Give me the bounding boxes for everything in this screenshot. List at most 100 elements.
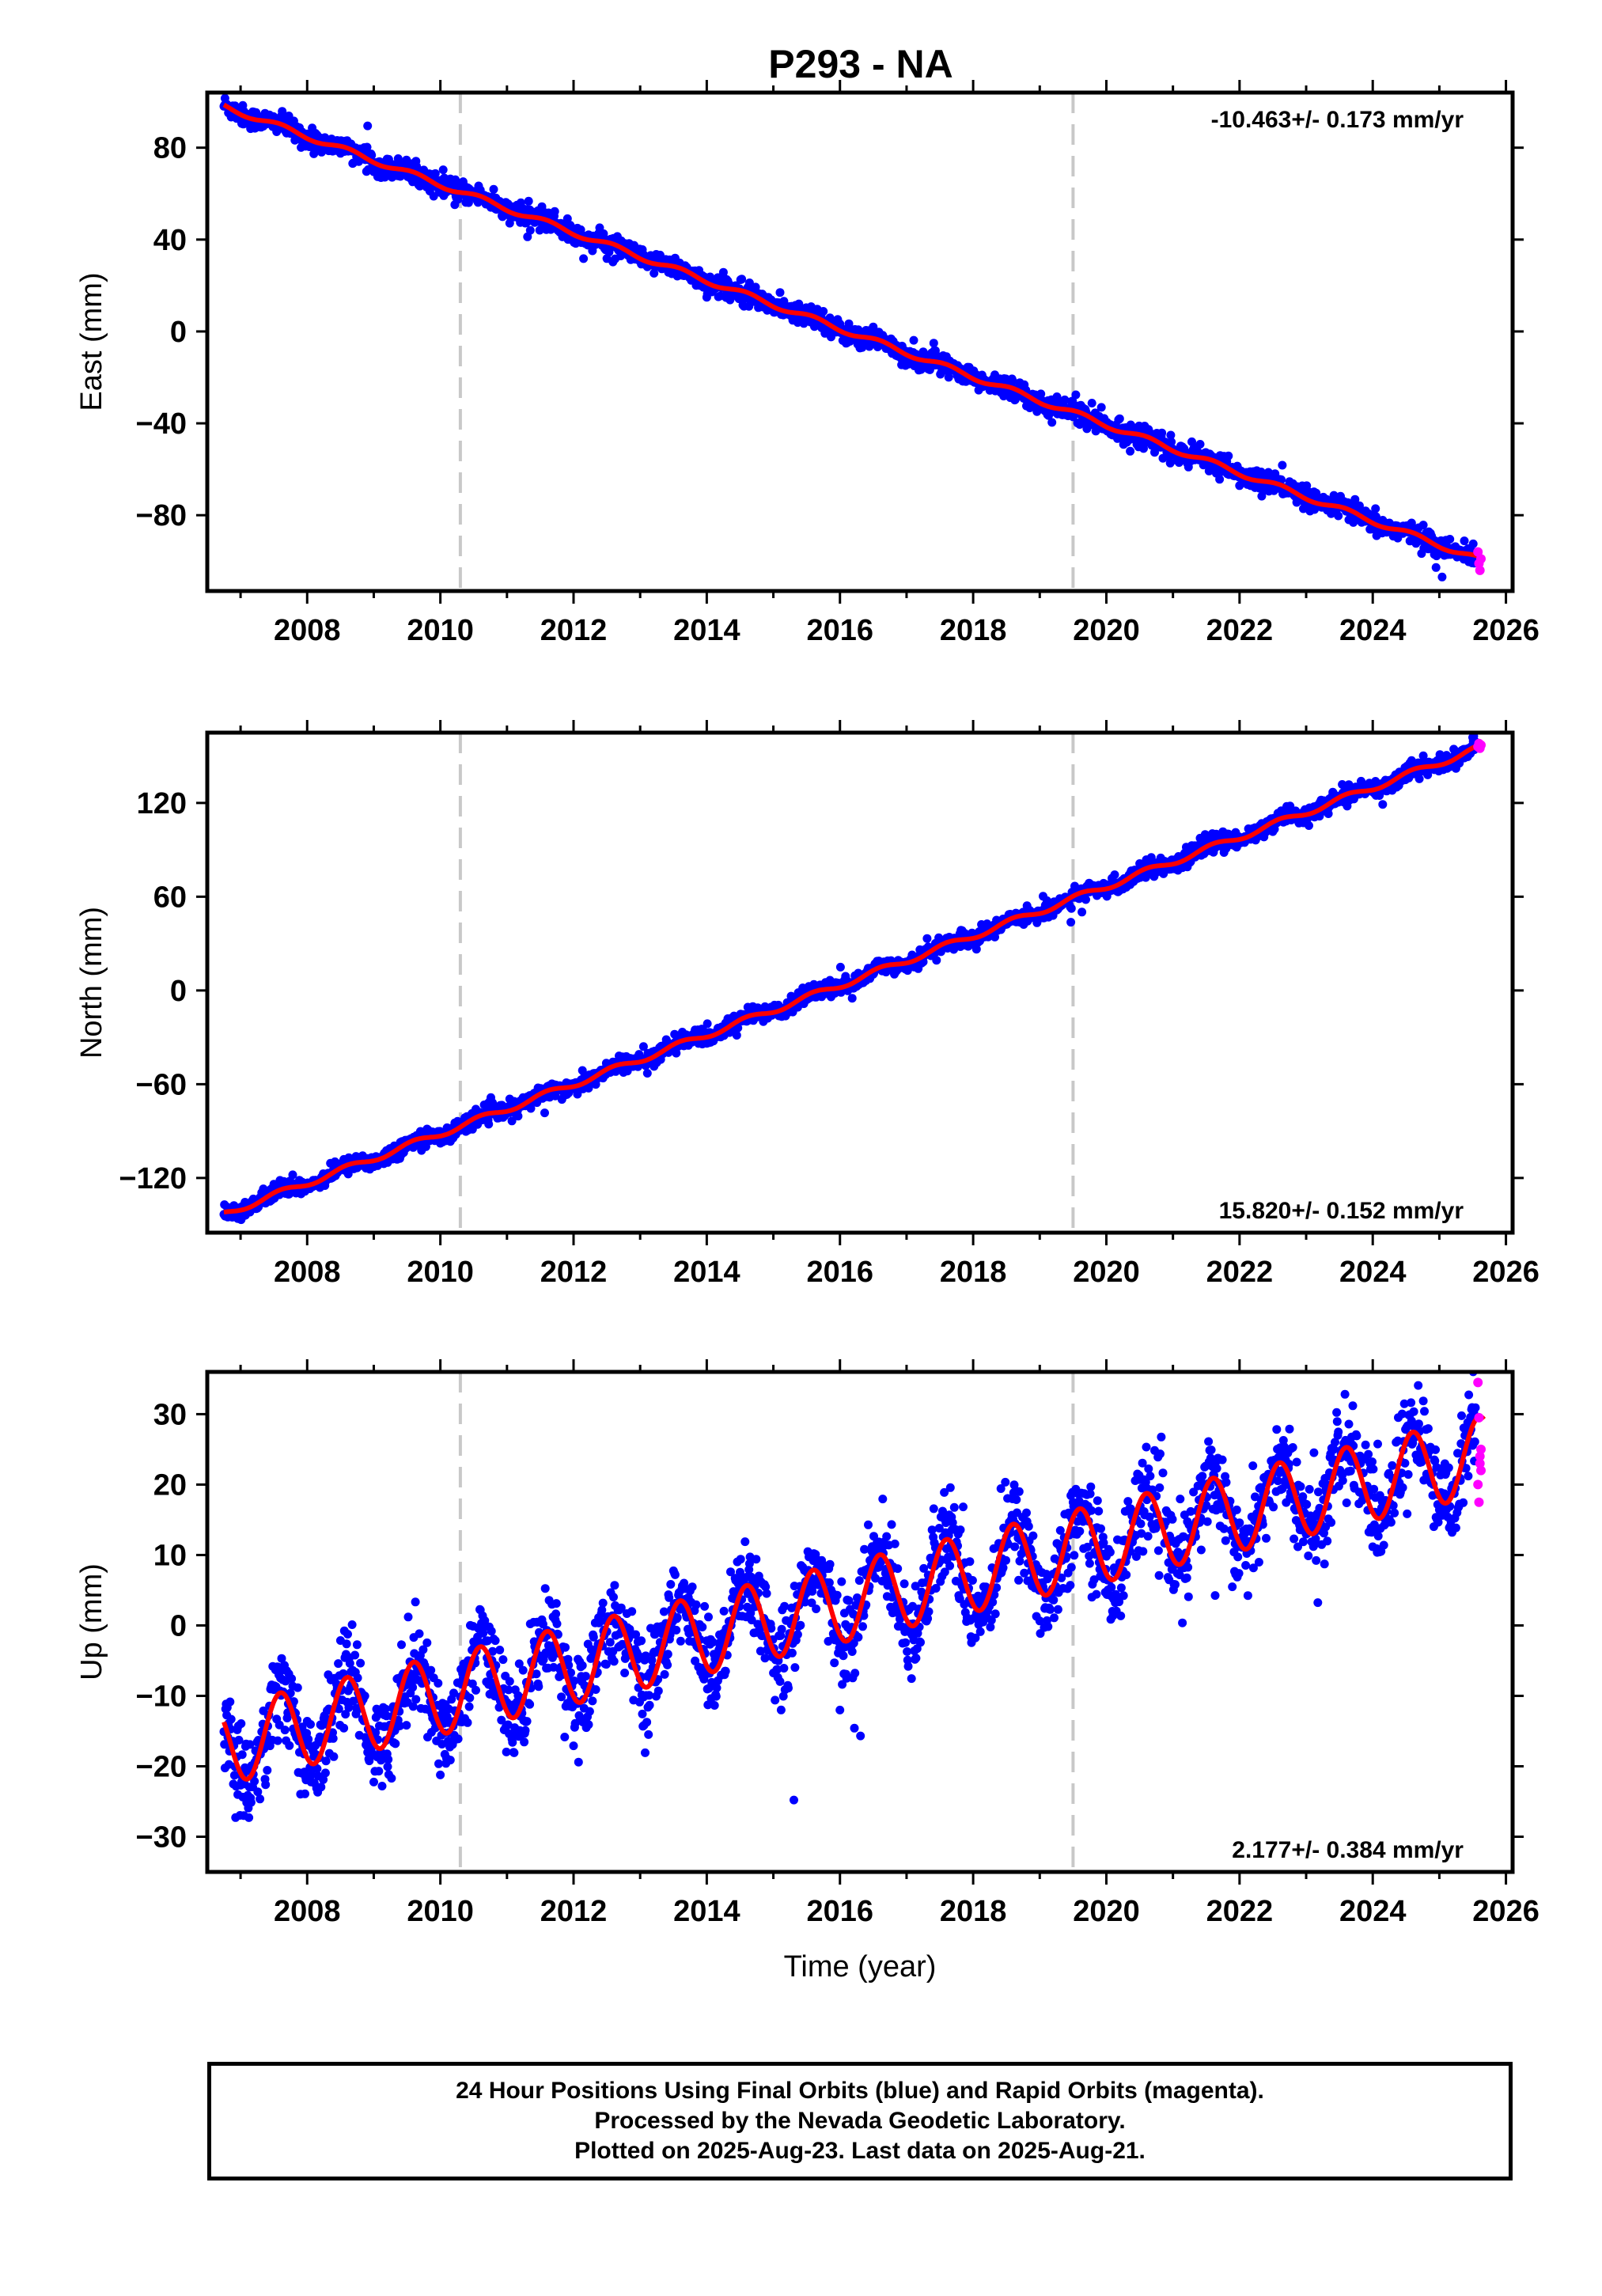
x-tick-label: 2008 <box>274 1256 341 1289</box>
final-orbit-point <box>1415 774 1424 783</box>
final-orbit-point <box>377 1782 387 1790</box>
final-orbit-point <box>550 206 559 216</box>
final-orbit-point <box>1324 809 1333 818</box>
rapid-orbit-point <box>1476 740 1486 750</box>
y-tick-label: 120 <box>137 787 187 820</box>
x-tick-label: 2008 <box>274 614 341 647</box>
final-orbit-point <box>1224 451 1233 460</box>
final-orbit-point <box>261 1780 271 1790</box>
x-tick-label: 2018 <box>940 614 1007 647</box>
final-orbit-point <box>288 1170 297 1180</box>
final-orbit-point <box>393 154 403 163</box>
panel-up: 2008 2010 2012 2014 2016 2018 2020 2022 2024 2026… <box>75 1359 1540 1983</box>
y-axis-label: North (mm) <box>75 907 108 1059</box>
x-tick-label: 2024 <box>1339 614 1407 647</box>
velocity-rate-label: 15.820+/- 0.152 mm/yr <box>1219 1198 1464 1224</box>
final-orbit-point <box>732 1031 741 1040</box>
final-orbit-point <box>320 1768 330 1778</box>
final-orbit-point <box>526 1104 536 1113</box>
final-orbit-point <box>737 275 747 284</box>
panel-east: 2008 2010 2012 2014 2016 2018 2020 2022 2024 2026… <box>75 80 1540 647</box>
x-tick-label: 2022 <box>1206 1256 1274 1289</box>
final-orbit-point <box>1195 440 1205 449</box>
final-orbit-point <box>1215 475 1225 484</box>
final-orbit-point <box>540 1108 549 1118</box>
final-orbit-points <box>219 733 1480 1225</box>
final-orbit-point <box>525 225 535 235</box>
final-orbit-point <box>562 214 572 223</box>
final-orbit-point <box>484 1120 494 1129</box>
final-orbit-point <box>244 1813 254 1822</box>
final-orbit-point <box>237 1719 246 1728</box>
final-orbit-point <box>835 962 845 972</box>
final-orbit-point <box>226 1714 236 1724</box>
y-tick-label: −60 <box>136 1068 187 1101</box>
final-orbit-point <box>273 1736 282 1745</box>
plot-area-up <box>219 1372 1486 1872</box>
x-tick-label: 2016 <box>806 614 873 647</box>
final-orbit-point <box>1060 395 1070 404</box>
final-orbit-point <box>1278 460 1287 470</box>
final-orbit-point <box>1445 535 1455 544</box>
final-orbit-point <box>343 1630 352 1639</box>
final-orbit-point <box>1371 504 1380 513</box>
final-orbit-point <box>869 322 878 332</box>
final-orbit-point <box>1431 563 1441 572</box>
final-orbit-point <box>703 1019 712 1029</box>
x-tick-label: 2010 <box>407 1256 474 1289</box>
final-orbit-point <box>278 107 287 116</box>
final-orbit-point <box>1305 821 1313 830</box>
y-tick-label: 0 <box>170 975 187 1008</box>
final-orbit-point <box>246 1798 256 1807</box>
final-orbit-point <box>932 956 941 965</box>
final-orbit-point <box>1066 918 1076 927</box>
final-orbit-point <box>523 232 532 241</box>
final-orbit-point <box>1157 428 1167 438</box>
y-tick-label: −120 <box>119 1162 187 1195</box>
y-tick-label: 40 <box>153 224 187 257</box>
final-orbit-point <box>1437 572 1447 582</box>
final-orbit-point <box>847 994 857 1003</box>
final-orbit-point <box>1312 488 1321 498</box>
y-tick-label: 0 <box>170 316 187 349</box>
final-orbit-point <box>584 1083 593 1093</box>
final-orbit-point <box>367 150 377 160</box>
final-orbit-point <box>909 335 918 345</box>
final-orbit-point <box>579 254 589 263</box>
final-orbit-point <box>356 1658 365 1668</box>
x-tick-label: 2010 <box>407 614 474 647</box>
final-orbit-point <box>293 1683 302 1692</box>
final-orbit-point <box>1077 907 1087 917</box>
final-orbit-point <box>929 339 938 348</box>
plot-area-north <box>219 733 1486 1233</box>
final-orbit-point <box>524 196 533 206</box>
final-orbit-point <box>1066 904 1076 913</box>
final-orbit-point <box>1418 521 1428 530</box>
x-tick-label: 2026 <box>1472 614 1540 647</box>
final-orbit-point <box>347 1620 357 1629</box>
final-orbit-point <box>237 1750 247 1760</box>
final-orbit-point <box>1334 511 1343 521</box>
final-orbit-point <box>844 319 854 328</box>
final-orbit-point <box>363 121 373 131</box>
x-tick-label: 2020 <box>1073 614 1140 647</box>
x-tick-label: 2018 <box>940 1256 1007 1289</box>
y-axis-label: East (mm) <box>75 272 108 411</box>
final-orbit-point <box>374 1767 384 1776</box>
x-tick-label: 2020 <box>1073 1256 1140 1289</box>
y-tick-label: −40 <box>136 407 187 441</box>
final-orbit-point <box>328 1733 338 1743</box>
final-orbit-point <box>1468 539 1478 548</box>
x-tick-label: 2012 <box>540 1256 608 1289</box>
final-orbit-point <box>1165 458 1175 468</box>
final-orbit-point <box>944 373 953 382</box>
y-tick-label: 60 <box>153 881 187 914</box>
final-orbit-point <box>513 1112 523 1121</box>
final-orbit-point <box>339 1723 349 1733</box>
panels: 2008 2010 2012 2014 2016 2018 2020 2022 2024 2026… <box>75 80 1540 1983</box>
final-orbit-point <box>775 288 785 297</box>
final-orbit-point <box>430 169 440 178</box>
y-tick-label: −80 <box>136 499 187 532</box>
final-orbit-point <box>369 1777 378 1786</box>
x-tick-label: 2012 <box>540 614 608 647</box>
